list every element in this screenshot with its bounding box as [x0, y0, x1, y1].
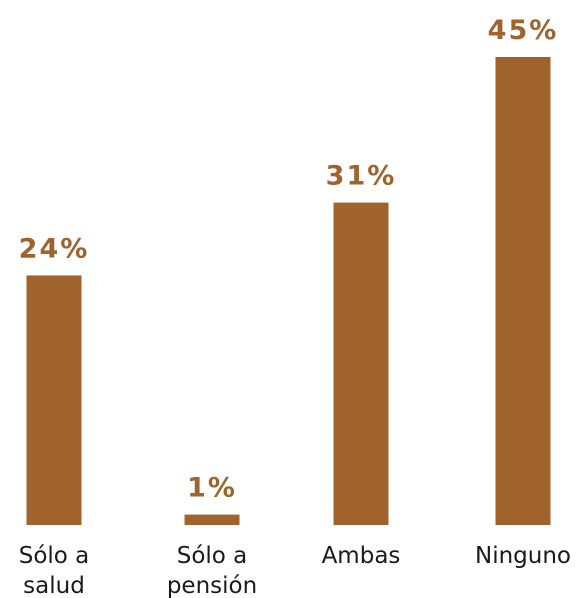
value-label-4: 45% [488, 15, 559, 46]
value-label-1: 24% [19, 233, 90, 264]
category-label-line: Sólo a [19, 543, 90, 569]
bar-4 [495, 57, 551, 525]
bar-1 [26, 275, 82, 525]
category-label-line: Ninguno [475, 543, 571, 569]
category-label-line: pensión [167, 573, 257, 598]
category-label-line: salud [23, 573, 85, 598]
bar-2 [184, 514, 240, 525]
category-label-4: Ninguno [475, 543, 571, 569]
bar-3 [333, 202, 389, 525]
category-label-2: Sólo a pensión [167, 543, 257, 598]
category-label-1: Sólo a salud [19, 543, 90, 598]
value-label-3: 31% [326, 161, 397, 192]
category-label-line: Ambas [322, 543, 401, 569]
value-label-2: 1% [187, 473, 237, 504]
category-label-3: Ambas [322, 543, 401, 569]
category-label-line: Sólo a [177, 543, 248, 569]
